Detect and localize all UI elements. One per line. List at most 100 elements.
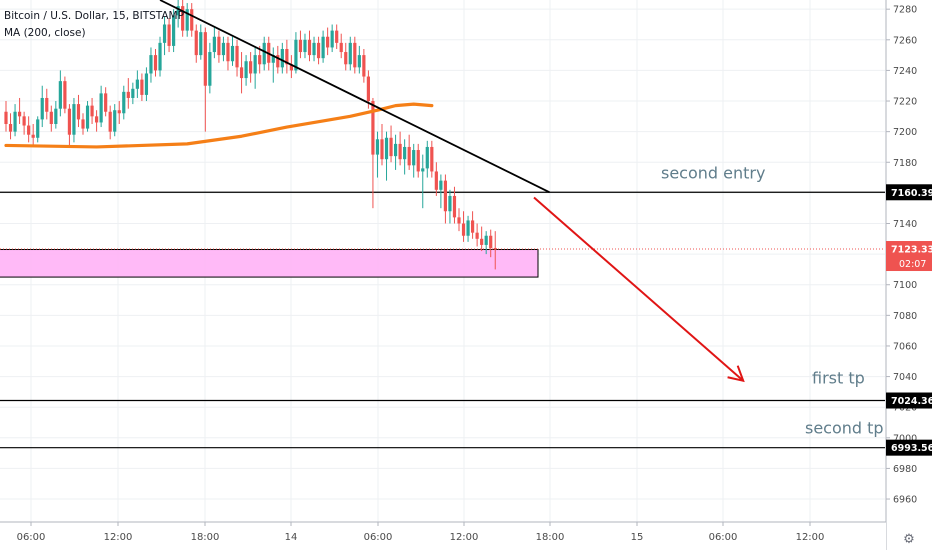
candle-body <box>339 42 343 53</box>
last-price-tag[interactable] <box>886 241 932 272</box>
support-zone[interactable] <box>0 249 539 278</box>
candle-body <box>489 235 493 248</box>
candle-body <box>285 48 289 65</box>
indicator-label[interactable]: MA (200, close) <box>4 27 86 39</box>
candle-body <box>76 104 81 120</box>
price-tick-label: 7080 <box>893 311 917 322</box>
time-tick-label: 15 <box>631 532 644 543</box>
candle-body <box>434 171 438 190</box>
level-price-tag[interactable] <box>886 392 932 409</box>
candle-body <box>407 146 411 166</box>
candle-body <box>412 150 416 166</box>
time-tick-label: 18:00 <box>191 532 220 543</box>
chart-legend: Bitcoin / U.S. Dollar, 15, BITSTAMP MA (… <box>4 8 184 42</box>
candle-body <box>493 247 497 250</box>
candle-body <box>40 97 44 120</box>
candle-body <box>461 223 466 236</box>
level-price-tag[interactable] <box>886 439 932 456</box>
candle-body <box>108 111 112 132</box>
support-zone-rect[interactable] <box>0 249 539 278</box>
candle-body <box>117 110 121 114</box>
time-tick-label: 06:00 <box>17 532 46 543</box>
candle-body <box>167 24 171 46</box>
candle-body <box>239 67 244 79</box>
candle-body <box>258 55 262 65</box>
drawings[interactable] <box>159 0 745 383</box>
candle-body <box>375 139 380 155</box>
candle-body <box>353 42 357 68</box>
candle-body <box>312 42 316 56</box>
annotation-label: second tp <box>805 419 884 438</box>
red-arrow-shaft[interactable] <box>533 196 744 382</box>
candle-body <box>398 143 402 160</box>
candle-body <box>466 220 470 236</box>
candle-body <box>357 55 361 68</box>
price-tick-label: 7240 <box>893 66 917 77</box>
price-tick-label: 7220 <box>893 97 917 108</box>
symbol-title[interactable]: Bitcoin / U.S. Dollar, 15, BITSTAMP <box>4 10 184 22</box>
price-tick-label: 7040 <box>893 372 917 383</box>
candle-body <box>194 30 198 56</box>
level-price-tag-text: 6993.56 <box>891 443 932 454</box>
countdown-text: 02:07 <box>899 259 926 270</box>
candle-body <box>484 235 488 245</box>
candle-body <box>144 73 149 95</box>
red-arrow-head[interactable] <box>727 365 745 383</box>
candle-body <box>244 61 248 79</box>
candle-body <box>63 81 67 109</box>
candle-body <box>344 52 348 65</box>
candle-body <box>366 76 370 102</box>
time-tick-label: 12:00 <box>450 532 479 543</box>
price-tick-label: 6980 <box>893 464 917 475</box>
candle-body <box>253 55 257 74</box>
price-tick-label: 7200 <box>893 127 917 138</box>
gear-icon[interactable]: ⚙ <box>903 532 915 547</box>
candle-body <box>371 101 375 155</box>
time-tick-label: 14 <box>285 532 298 543</box>
time-tick-label: 06:00 <box>364 532 393 543</box>
candle-body <box>330 30 334 48</box>
candle-body <box>475 232 479 239</box>
candle-body <box>4 111 8 124</box>
candle-body <box>226 42 230 62</box>
level-price-tag[interactable] <box>886 184 932 201</box>
candle-body <box>31 134 35 138</box>
candle-body <box>416 150 420 172</box>
candle-body <box>131 88 135 98</box>
candle-body <box>262 42 266 65</box>
candle-body <box>335 30 339 43</box>
candle-body <box>348 42 352 65</box>
candle-body <box>439 180 443 190</box>
candle-body <box>421 168 425 172</box>
ma-200-polyline <box>4 102 434 149</box>
horizontal-levels[interactable] <box>0 191 885 449</box>
candle-body <box>158 42 162 71</box>
trendline[interactable] <box>159 0 550 194</box>
candle-body <box>122 91 126 114</box>
candle-body <box>176 6 180 16</box>
time-tick-label: 06:00 <box>709 532 738 543</box>
candle-body <box>298 39 303 53</box>
price-tick-label: 7060 <box>893 341 917 352</box>
candle-body <box>425 146 429 169</box>
candle-body <box>430 146 434 172</box>
candle-body <box>393 143 398 157</box>
candle-body <box>448 195 452 212</box>
candle-body <box>104 93 108 112</box>
candle-body <box>162 24 167 43</box>
candle-body <box>307 39 312 56</box>
time-tick-label: 12:00 <box>796 532 825 543</box>
candle-body <box>326 36 330 48</box>
candle-body <box>45 97 49 112</box>
level-price-tag-text: 7160.39 <box>891 188 932 199</box>
price-tick-label: 7260 <box>893 35 917 46</box>
price-tick-label: 7180 <box>893 158 917 169</box>
candle-body <box>303 39 307 53</box>
price-axis[interactable]: 6960698070007020704070607080710071207140… <box>885 0 932 550</box>
price-tick-label: 6960 <box>893 495 917 506</box>
candle-body <box>135 79 139 89</box>
candle-body <box>221 42 226 56</box>
time-axis[interactable]: 06:00 12:00 18:00 14 06:00 12:00 18:00 15 06:00 1… <box>0 521 915 550</box>
